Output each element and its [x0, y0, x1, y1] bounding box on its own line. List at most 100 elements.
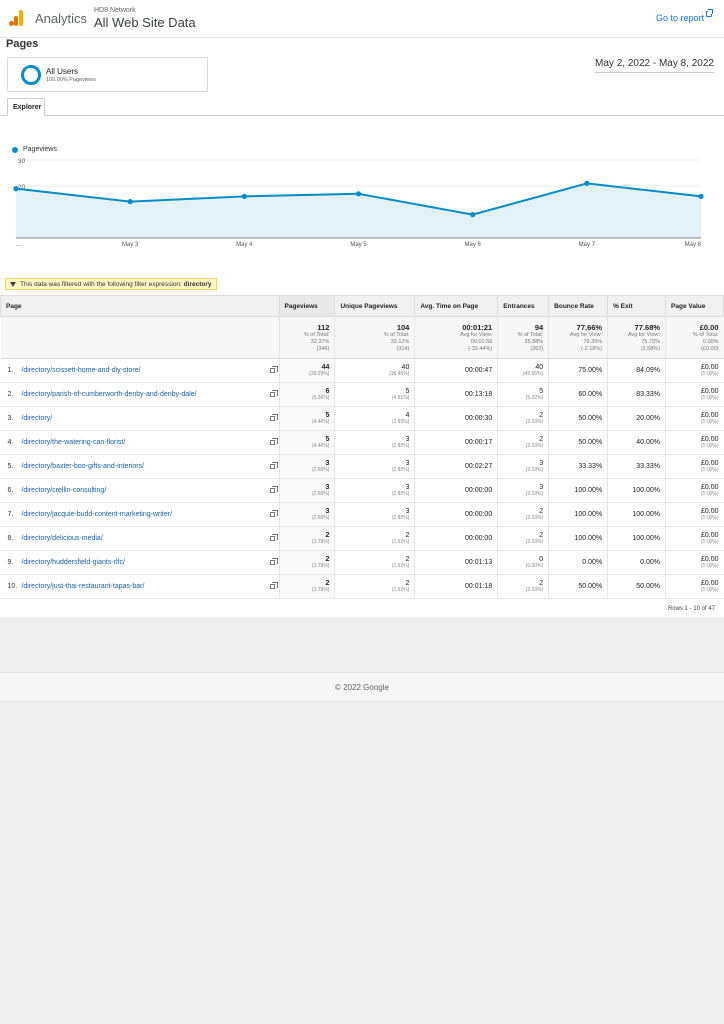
x-tick-label: May 3 [122, 242, 139, 248]
x-tick-label: ... [16, 242, 21, 248]
analytics-logo-icon[interactable] [9, 10, 25, 26]
go-to-report-link[interactable]: Go to report [655, 13, 704, 23]
page-link[interactable]: /directory/parish-of-cumberworth-denby-a… [21, 391, 197, 398]
metric-value: £0.00 [700, 580, 719, 587]
legend-label[interactable]: Pageviews [23, 146, 57, 153]
data-point[interactable] [13, 186, 19, 192]
row-rank: 1. [7, 367, 14, 374]
metric-percent: (0.00%) [700, 467, 719, 473]
metric-percent: (0.00%) [700, 491, 719, 497]
column-header-4[interactable]: Entrances [497, 295, 550, 317]
data-point[interactable] [355, 191, 362, 197]
open-page-icon[interactable] [269, 462, 278, 469]
metric-cell-exit: 100.00% [607, 478, 666, 503]
total-value: 94 [534, 323, 544, 332]
column-header-2[interactable]: Unique Pageviews [334, 295, 416, 317]
metric-cell-upv: 2 (1.92%) [334, 550, 415, 575]
metric-percent: (1.79%) [311, 539, 330, 545]
metric-value: 100.00% [632, 535, 661, 542]
page-cell: 9. /directory/huddersfield-giants-rlfc/ [0, 550, 279, 575]
column-header-1[interactable]: Pageviews [278, 295, 336, 317]
table-row: 7. /directory/jacquie-budd-content-marke… [0, 502, 724, 527]
metric-percent: (0.00%) [700, 539, 719, 545]
page-link[interactable]: /directory/just-thai-restaurant-tapas-ba… [21, 583, 145, 590]
open-page-icon[interactable] [269, 582, 278, 589]
metric-value: 100.00% [574, 487, 603, 494]
metric-value: 00:00:47 [464, 367, 493, 374]
segment-chip[interactable]: All Users 100.00% Pageviews [7, 57, 208, 92]
total-subline: (2.58%) [640, 346, 661, 352]
data-point[interactable] [241, 193, 247, 199]
metric-value: £0.00 [700, 508, 719, 515]
metric-cell-exit: 20.00% [607, 406, 666, 431]
open-page-icon[interactable] [269, 414, 278, 421]
metric-percent: (1.79%) [311, 563, 330, 569]
metric-value: £0.00 [700, 484, 719, 491]
metric-percent: (2.68%) [311, 491, 330, 497]
metric-percent: (2.88%) [391, 467, 410, 473]
spacer-band [0, 617, 724, 672]
page-link[interactable]: /directory/delicious-media/ [21, 535, 103, 542]
page-link[interactable]: /directory/the-watering-can-florist/ [21, 439, 126, 446]
column-header-6[interactable]: % Exit [607, 295, 667, 317]
metric-cell-time: 00:00:17 [414, 430, 498, 455]
metric-cell-upv: 2 (1.92%) [334, 526, 415, 551]
date-range-picker[interactable]: May 2, 2022 - May 8, 2022 [595, 58, 714, 73]
page-link[interactable]: /directory/scissett-home-and-diy-store/ [21, 367, 141, 374]
page-link[interactable]: /directory/crellin-consulting/ [21, 487, 107, 494]
metric-percent: (0.00%) [525, 563, 544, 569]
data-point[interactable] [584, 180, 590, 186]
open-page-icon[interactable] [269, 366, 278, 373]
total-subline: (314) [396, 346, 410, 352]
metric-cell-upv: 40 (38.46%) [334, 358, 415, 383]
metric-value: 00:00:00 [464, 511, 493, 518]
metric-cell-time: 00:02:27 [414, 454, 498, 479]
metric-cell-pv: 5 (4.46%) [278, 406, 335, 431]
view-selector[interactable]: All Web Site Data [94, 15, 196, 30]
tab-explorer[interactable]: Explorer [7, 98, 45, 116]
metric-percent: (0.00%) [700, 443, 719, 449]
metric-percent: (2.68%) [311, 515, 330, 521]
metric-percent: (5.36%) [311, 395, 330, 401]
open-page-icon[interactable] [269, 558, 278, 565]
total-subline: 75.72% [641, 339, 661, 345]
metric-value: 3 [325, 460, 330, 467]
open-page-icon[interactable] [269, 510, 278, 517]
page-link[interactable]: /directory/ [21, 415, 53, 422]
open-page-icon[interactable] [269, 438, 278, 445]
metric-percent: (4.81%) [391, 395, 410, 401]
page-link[interactable]: /directory/huddersfield-giants-rlfc/ [21, 559, 125, 566]
metric-value: 2 [539, 436, 544, 443]
x-tick-label: May 4 [236, 242, 253, 248]
open-page-icon[interactable] [269, 390, 278, 397]
external-link-icon[interactable] [706, 9, 713, 17]
metric-cell-pv: 2 (1.79%) [278, 574, 335, 599]
open-page-icon[interactable] [269, 486, 278, 493]
table-row: 5. /directory/baxter-boo-gifts-and-inter… [0, 454, 724, 479]
page-link[interactable]: /directory/jacquie-budd-content-marketin… [21, 511, 173, 518]
metric-cell-pv: 3 (2.68%) [278, 502, 335, 527]
y-tick-label: 20 [18, 184, 26, 191]
column-header-0[interactable]: Page [0, 295, 280, 317]
metric-value: £0.00 [700, 460, 719, 467]
series-area [16, 183, 701, 238]
data-point[interactable] [127, 199, 133, 205]
metric-percent: (2.13%) [525, 443, 544, 449]
metric-value: 2 [405, 580, 410, 587]
metric-cell-upv: 3 (2.88%) [334, 454, 415, 479]
metric-percent: (2.13%) [525, 419, 544, 425]
account-network: HD8 Network [94, 7, 136, 14]
data-point[interactable] [470, 212, 476, 218]
column-header-5[interactable]: Bounce Rate [548, 295, 609, 317]
data-point[interactable] [698, 193, 704, 199]
open-page-icon[interactable] [269, 534, 278, 541]
metric-value: 2 [325, 556, 330, 563]
total-subline: 32.37% [310, 339, 330, 345]
metric-cell-bounce: 75.00% [548, 358, 608, 383]
page-cell: 7. /directory/jacquie-budd-content-marke… [0, 502, 279, 527]
page-link[interactable]: /directory/baxter-boo-gifts-and-interior… [21, 463, 145, 470]
column-header-7[interactable]: Page Value [665, 295, 724, 317]
metric-cell-bounce: 50.00% [548, 406, 608, 431]
column-header-3[interactable]: Avg. Time on Page [414, 295, 499, 317]
